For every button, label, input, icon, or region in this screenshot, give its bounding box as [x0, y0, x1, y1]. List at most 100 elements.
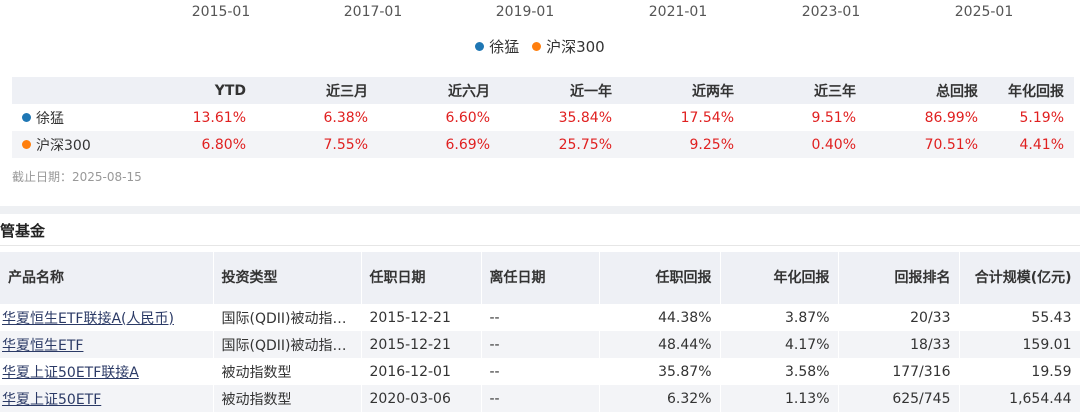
col-header-return-rank[interactable]: 回报排名 — [838, 252, 960, 304]
legend-dot-icon — [475, 42, 485, 51]
cell: 0.40% — [744, 131, 866, 158]
x-tick: 2015-01 — [191, 4, 251, 20]
cell: 70.51% — [866, 131, 988, 158]
table-row: 徐猛 13.61% 6.38% 6.60% 35.84% 17.54% 9.51… — [12, 104, 1074, 131]
col-header: 年化回报 — [988, 77, 1074, 104]
cell-type: 被动指数型 — [213, 358, 362, 385]
col-header-start-date[interactable]: 任职日期 — [361, 252, 482, 304]
table-row: 沪深300 6.80% 7.55% 6.69% 25.75% 9.25% 0.4… — [12, 131, 1074, 158]
legend-item-manager[interactable]: 徐猛 — [475, 36, 519, 57]
cell-end-date: -- — [481, 385, 600, 412]
cell-rank: 177/316 — [838, 358, 960, 385]
col-header: YTD — [117, 77, 256, 104]
fund-name-link[interactable]: 华夏恒生ETF联接A(人民币) — [0, 304, 214, 331]
col-header — [12, 77, 117, 104]
fund-name-link[interactable]: 华夏恒生ETF — [0, 331, 214, 358]
chart-x-axis: 2015-01 2017-01 2019-01 2021-01 2023-01 … — [0, 4, 1080, 24]
performance-header-row: YTD 近三月 近六月 近一年 近两年 近三年 总回报 年化回报 — [12, 77, 1074, 104]
col-header: 近两年 — [622, 77, 744, 104]
col-header: 近三年 — [744, 77, 866, 104]
cell-end-date: -- — [481, 304, 600, 331]
col-header: 近一年 — [500, 77, 622, 104]
cell: 5.19% — [1019, 109, 1064, 126]
col-header: 近三月 — [256, 77, 378, 104]
performance-table: YTD 近三月 近六月 近一年 近两年 近三年 总回报 年化回报 徐猛 13.6… — [12, 77, 1074, 158]
cell-rank: 20/33 — [838, 304, 960, 331]
table-row: 华夏上证50ETF联接A 被动指数型 2016-12-01 -- 35.87% … — [0, 358, 1080, 385]
col-header: 总回报 — [866, 77, 988, 104]
divider — [0, 245, 1080, 246]
cell-type: 被动指数型 — [213, 385, 362, 412]
col-header-investment-type[interactable]: 投资类型 — [213, 252, 362, 304]
cell-end-date: -- — [481, 331, 600, 358]
col-header-end-date[interactable]: 离任日期 — [481, 252, 600, 304]
cell-annualized-return: 3.58% — [720, 358, 839, 385]
table-row: 华夏上证50ETF 被动指数型 2020-03-06 -- 6.32% 1.13… — [0, 385, 1080, 412]
cell: 6.38% — [323, 109, 368, 126]
cell-tenure-return: 44.38% — [599, 304, 721, 331]
x-tick: 2023-01 — [801, 4, 861, 20]
cell-tenure-return: 6.32% — [599, 385, 721, 412]
cell: 86.99% — [924, 109, 978, 126]
cell: 6.69% — [378, 131, 500, 158]
cell-size: 159.01 — [959, 331, 1080, 358]
x-tick: 2025-01 — [954, 4, 1014, 20]
cell: 13.61% — [192, 109, 246, 126]
cell: 9.25% — [622, 131, 744, 158]
chart-legend: 徐猛 沪深300 — [0, 36, 1080, 57]
cell: 25.75% — [500, 131, 622, 158]
funds-table: 产品名称 投资类型 任职日期 离任日期 任职回报 年化回报 回报排名 合计规模(… — [0, 252, 1080, 412]
cell-annualized-return: 3.87% — [720, 304, 839, 331]
chart-axis-fragment: - — [40, 0, 45, 6]
legend-label: 沪深300 — [546, 38, 605, 56]
col-header-product-name[interactable]: 产品名称 — [0, 252, 214, 304]
cell-annualized-return: 1.13% — [720, 385, 839, 412]
cell-start-date: 2016-12-01 — [361, 358, 482, 385]
col-header-total-size[interactable]: 合计规模(亿元) — [959, 252, 1080, 304]
cell-type: 国际(QDII)被动指数型 — [213, 304, 362, 331]
cell-tenure-return: 48.44% — [599, 331, 721, 358]
cell-start-date: 2015-12-21 — [361, 304, 482, 331]
x-tick: 2021-01 — [648, 4, 708, 20]
cell: 4.41% — [988, 131, 1074, 158]
x-tick: 2019-01 — [495, 4, 555, 20]
x-tick: 2017-01 — [343, 4, 403, 20]
cell: 6.80% — [117, 131, 256, 158]
cell: 9.51% — [811, 109, 856, 126]
table-row: 华夏恒生ETF 国际(QDII)被动指数型 2015-12-21 -- 48.4… — [0, 331, 1080, 358]
row-name: 徐猛 — [36, 110, 64, 127]
legend-item-benchmark[interactable]: 沪深300 — [532, 36, 605, 57]
series-dot-icon — [22, 112, 31, 122]
funds-header-row: 产品名称 投资类型 任职日期 离任日期 任职回报 年化回报 回报排名 合计规模(… — [0, 252, 1080, 304]
series-dot-icon — [22, 139, 31, 149]
cell: 7.55% — [256, 131, 378, 158]
fund-name-link[interactable]: 华夏上证50ETF联接A — [0, 358, 214, 385]
legend-label: 徐猛 — [489, 38, 520, 56]
cell: 35.84% — [558, 109, 612, 126]
row-label: 沪深300 — [12, 131, 117, 158]
manager-performance-panel: - 2015-01 2017-01 2019-01 2021-01 2023-0… — [0, 0, 1080, 206]
cell: 17.54% — [680, 109, 734, 126]
cell-size: 1,654.44 — [959, 385, 1080, 412]
col-header-annualized-return[interactable]: 年化回报 — [720, 252, 839, 304]
cell-size: 55.43 — [959, 304, 1080, 331]
cell-rank: 625/745 — [838, 385, 960, 412]
as-of-date: 截止日期：2025-08-15 — [12, 170, 142, 184]
cell-type: 国际(QDII)被动指数型 — [213, 331, 362, 358]
table-row: 华夏恒生ETF联接A(人民币) 国际(QDII)被动指数型 2015-12-21… — [0, 304, 1080, 331]
legend-dot-icon — [532, 42, 542, 51]
cell-start-date: 2020-03-06 — [361, 385, 482, 412]
cell-size: 19.59 — [959, 358, 1080, 385]
cell-end-date: -- — [481, 358, 600, 385]
col-header-tenure-return[interactable]: 任职回报 — [599, 252, 721, 304]
cell-tenure-return: 35.87% — [599, 358, 721, 385]
cell-rank: 18/33 — [838, 331, 960, 358]
section-title: 管基金 — [0, 222, 46, 240]
cell-start-date: 2015-12-21 — [361, 331, 482, 358]
row-label: 徐猛 — [12, 104, 117, 131]
cell: 6.60% — [445, 109, 490, 126]
col-header: 近六月 — [378, 77, 500, 104]
row-name: 沪深300 — [36, 137, 91, 154]
cell-annualized-return: 4.17% — [720, 331, 839, 358]
fund-name-link[interactable]: 华夏上证50ETF — [0, 385, 214, 412]
